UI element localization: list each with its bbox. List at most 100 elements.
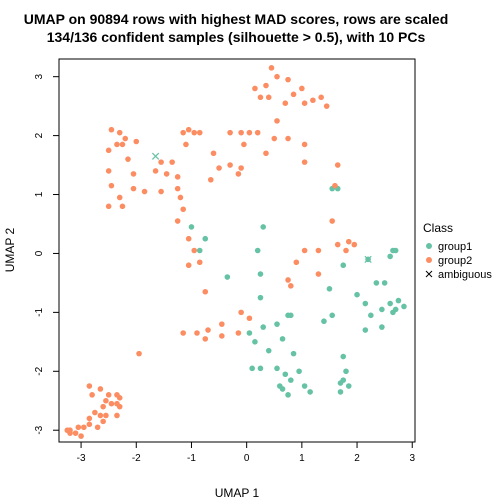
group2-point (246, 315, 253, 322)
group1-point (290, 350, 297, 357)
group2-point (163, 171, 170, 177)
legend-label-group1: group1 (438, 241, 472, 253)
group1-point (254, 247, 261, 254)
group2-point (310, 97, 316, 104)
group1-point (274, 321, 280, 327)
group2-point (235, 330, 242, 336)
group2-point (299, 85, 305, 92)
group2-point (116, 194, 123, 201)
group2-point (288, 283, 294, 289)
group1-point (362, 327, 369, 333)
group1-point (329, 312, 336, 319)
group2-point (254, 129, 261, 136)
group1-point (337, 380, 344, 386)
chart-title-line-1: UMAP on 90894 rows with highest MAD scor… (24, 11, 449, 27)
group2-point (334, 241, 341, 248)
group2-point (315, 247, 322, 254)
group1-point (285, 392, 291, 398)
group2-point (89, 392, 95, 398)
group1-point (387, 253, 393, 260)
group2-point (285, 76, 291, 83)
x-tick-label: -2 (132, 453, 141, 464)
group2-point (238, 165, 244, 171)
group2-point (301, 247, 308, 254)
group2-point (116, 129, 123, 136)
group2-point (185, 126, 192, 133)
y-axis-label: UMAP 2 (3, 227, 17, 272)
group2-point (191, 247, 198, 254)
group1-point (392, 247, 399, 254)
group2-point (86, 415, 93, 422)
group2-point (301, 100, 308, 106)
group2-point (219, 321, 225, 327)
group2-point (116, 395, 123, 401)
group1-point (274, 365, 280, 372)
group2-point (227, 129, 233, 136)
group2-point (180, 206, 186, 213)
y-tick-label: -2 (34, 366, 45, 375)
y-tick-label: 3 (34, 73, 45, 79)
legend: Class group1 group2 ambiguous (423, 221, 492, 281)
group1-point (279, 336, 286, 342)
legend-label-ambiguous: ambiguous (438, 269, 492, 281)
group2-point (252, 85, 258, 92)
y-tick-label: -1 (34, 307, 45, 316)
group2-point (108, 400, 115, 407)
group2-point (130, 171, 137, 177)
group1-point (354, 291, 360, 298)
group2-point (351, 241, 358, 248)
group2-point (141, 188, 148, 195)
group1-point (379, 324, 385, 330)
group1-point (390, 309, 396, 316)
group2-point (92, 409, 98, 416)
group1-point (260, 324, 267, 330)
group2-point (67, 430, 73, 436)
group2-point (97, 412, 104, 419)
x-tick-label: -3 (77, 453, 86, 464)
group2-point (238, 309, 244, 316)
group2-point (75, 424, 82, 431)
group2-point (219, 333, 225, 339)
group2-point (125, 156, 131, 162)
group2-point (246, 129, 253, 136)
group1-point (340, 353, 347, 360)
group2-point (169, 159, 175, 165)
group2-point (72, 430, 79, 436)
y-axis: -3 -2 -1 0 1 2 3 (34, 73, 59, 435)
group2-point (180, 330, 186, 336)
group1-point (196, 247, 203, 254)
group2-point (318, 94, 324, 101)
group2-point (174, 185, 181, 192)
x-axis-label: UMAP 1 (215, 486, 260, 500)
group2-point (343, 247, 349, 254)
group2-point (323, 103, 330, 109)
group2-point (205, 327, 211, 333)
group2-point (265, 94, 272, 101)
group2-point (119, 141, 126, 148)
group2-point (100, 403, 106, 410)
group1-point (265, 347, 272, 354)
group2-point (78, 433, 84, 439)
group2-point (105, 203, 112, 210)
group2-point (103, 397, 109, 404)
group2-point (130, 185, 137, 192)
group2-point (345, 238, 352, 245)
group2-point (185, 235, 192, 242)
group1-point (249, 365, 255, 372)
group2-point (285, 135, 291, 142)
group1-point (368, 312, 374, 319)
group1-point (321, 318, 327, 325)
group1-point (343, 368, 349, 375)
group2-point (174, 174, 181, 180)
group1-point (252, 339, 258, 345)
group1-point (381, 280, 388, 286)
group1-point (340, 262, 347, 269)
group1-point (288, 377, 294, 383)
group2-point (180, 129, 186, 136)
group1-point (260, 224, 267, 230)
group1-point (395, 297, 402, 304)
group1-point (257, 294, 264, 301)
group2-point (301, 141, 308, 148)
group2-point (103, 412, 109, 419)
ambiguous-point (364, 255, 372, 263)
